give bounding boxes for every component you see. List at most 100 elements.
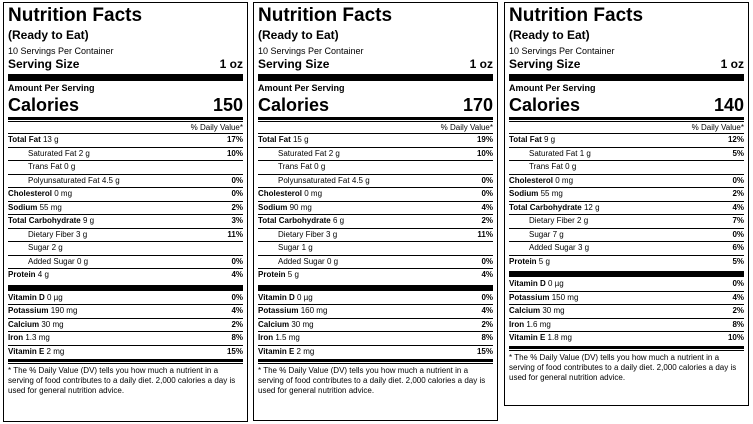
- divider-medium: [8, 117, 243, 120]
- nutrient-amount: 0 mg: [555, 175, 574, 185]
- nutrient-name: Trans Fat: [529, 162, 563, 171]
- vitamin-daily-value: 4%: [481, 306, 493, 315]
- label-subtitle: (Ready to Eat): [509, 28, 590, 42]
- nutrient-name: Dietary Fiber: [278, 229, 324, 239]
- nutrient-amount: 5 g: [538, 256, 550, 266]
- nutrient-amount: 2 g: [78, 148, 90, 158]
- vitamin-name-cell: Potassium 190 mg: [8, 305, 77, 318]
- nutrient-row: Dietary Fiber 3 g 11%: [8, 227, 243, 242]
- nutrient-amount: 4.5 g: [351, 175, 370, 185]
- vitamin-name-cell: Vitamin E 2 mg: [8, 346, 64, 359]
- divider-medium: [258, 117, 493, 120]
- vitamin-name-cell: Calcium 30 mg: [509, 305, 565, 318]
- vitamin-name-cell: Iron 1.3 mg: [8, 332, 50, 345]
- vitamin-amount: 30 mg: [41, 319, 64, 329]
- nutrient-row: Polyunsaturated Fat 4.5 g 0%: [8, 173, 243, 188]
- vitamin-row: Potassium 190 mg 4%: [8, 304, 243, 318]
- vitamin-name-cell: Vitamin E 1.8 mg: [509, 332, 572, 345]
- vitamin-name-cell: Vitamin E 2 mg: [258, 346, 314, 359]
- nutrient-row: Cholesterol 0 mg 0%: [8, 187, 243, 201]
- vitamin-row: Iron 1.5 mg 8%: [258, 331, 493, 345]
- vitamin-amount: 1.5 mg: [275, 333, 300, 342]
- nutrient-amount: 6 g: [332, 216, 345, 225]
- vitamin-name: Iron: [258, 333, 274, 342]
- vitamin-name: Vitamin D: [8, 292, 45, 302]
- serving-size-value: 1 oz: [469, 57, 493, 71]
- nutrient-amount: 0 g: [565, 162, 577, 171]
- vitamin-daily-value: 4%: [231, 306, 243, 315]
- nutrient-name: Total Fat: [509, 135, 542, 144]
- vitamin-amount: 1.6 mg: [526, 319, 551, 329]
- vitamin-row: Potassium 160 mg 4%: [258, 304, 493, 318]
- nutrient-daily-value: 0%: [231, 256, 243, 266]
- nutrient-name: Trans Fat: [28, 162, 62, 171]
- vitamin-row: Potassium 150 mg 4%: [509, 290, 744, 305]
- nutrient-amount: 3 g: [577, 243, 590, 252]
- nutrient-name-cell: Saturated Fat 1 g: [529, 148, 591, 161]
- vitamin-amount: 2 mg: [296, 346, 315, 356]
- nutrient-amount: 2 g: [51, 243, 63, 252]
- nutrient-name-cell: Added Sugar 3 g: [529, 242, 589, 255]
- nutrient-daily-value: 0%: [732, 229, 744, 239]
- nutrient-name: Cholesterol: [509, 175, 554, 185]
- nutrient-name: Sugar: [529, 229, 551, 239]
- vitamin-name: Calcium: [258, 319, 290, 329]
- divider-thick: [258, 74, 493, 81]
- vitamin-name-cell: Potassium 160 mg: [258, 305, 327, 318]
- nutrient-amount: 90 mg: [289, 202, 312, 212]
- nutrient-daily-value: 11%: [477, 229, 493, 239]
- nutrient-row: Protein 5 g 4%: [258, 268, 493, 282]
- serving-size-row: Serving Size 1 oz: [258, 57, 493, 72]
- nutrient-row: Saturated Fat 2 g 10%: [8, 146, 243, 161]
- label-title: Nutrition Facts: [258, 5, 393, 26]
- vitamin-row: Vitamin D 0 µg 0%: [509, 278, 744, 291]
- nutrient-name-cell: Sugar 1 g: [278, 242, 313, 255]
- nutrient-row: Protein 5 g 5%: [509, 254, 744, 269]
- nutrient-name-cell: Total Carbohydrate 12 g: [509, 202, 600, 215]
- nutrient-daily-value: 4%: [231, 270, 243, 279]
- nutrient-name: Sugar: [28, 243, 50, 252]
- daily-value-header: % Daily Value*: [258, 121, 493, 133]
- nutrient-row: Added Sugar 0 g 0%: [258, 254, 493, 269]
- nutrient-daily-value: 6%: [732, 243, 744, 252]
- vitamin-name: Potassium: [8, 306, 49, 315]
- calories-value: 150: [212, 95, 243, 115]
- calories-row: Calories 170: [258, 94, 493, 116]
- vitamin-daily-value: 4%: [732, 292, 744, 302]
- vitamin-row: Vitamin D 0 µg 0%: [258, 292, 493, 305]
- vitamin-name: Calcium: [509, 306, 541, 315]
- vitamin-name-cell: Vitamin D 0 µg: [509, 278, 564, 291]
- nutrient-amount: 2 g: [328, 148, 340, 158]
- nutrition-label: Nutrition Facts (Ready to Eat) 10 Servings…: [253, 2, 498, 421]
- nutrient-name: Polyunsaturated Fat: [278, 175, 350, 185]
- vitamin-row: Vitamin E 2 mg 15%: [258, 344, 493, 359]
- vitamin-name: Vitamin E: [509, 333, 546, 342]
- nutrient-name: Total Carbohydrate: [509, 202, 582, 212]
- nutrient-name: Polyunsaturated Fat: [28, 175, 100, 185]
- nutrient-daily-value: 2%: [231, 202, 243, 212]
- divider-medium: [8, 359, 243, 362]
- nutrient-row: Sugar 7 g 0%: [509, 227, 744, 242]
- nutrient-name-cell: Sugar 7 g: [529, 229, 564, 242]
- nutrient-name-cell: Sodium 90 mg: [258, 202, 312, 215]
- nutrient-daily-value: 12%: [727, 135, 744, 144]
- vitamin-row: Vitamin D 0 µg 0%: [8, 292, 243, 305]
- calories-label: Calories: [509, 95, 581, 115]
- nutrient-amount: 0 mg: [54, 189, 73, 198]
- nutrient-row: Added Sugar 0 g 0%: [8, 254, 243, 269]
- nutrient-name-cell: Dietary Fiber 3 g: [28, 229, 87, 242]
- nutrient-name-cell: Cholesterol 0 mg: [8, 188, 72, 201]
- nutrient-daily-value: 10%: [476, 148, 493, 158]
- serving-size-label: Serving Size: [509, 57, 581, 71]
- nutrient-daily-value: 0%: [481, 175, 493, 185]
- nutrient-amount: 55 mg: [540, 189, 563, 198]
- serving-size-row: Serving Size 1 oz: [509, 57, 744, 72]
- nutrient-row: Total Fat 9 g 12%: [509, 133, 744, 147]
- nutrient-amount: 13 g: [42, 135, 59, 144]
- divider-medium: [509, 117, 744, 120]
- label-title: Nutrition Facts: [8, 5, 143, 26]
- nutrient-amount: 3 g: [76, 229, 88, 239]
- nutrient-amount: 15 g: [292, 135, 309, 144]
- vitamin-row: Vitamin E 2 mg 15%: [8, 344, 243, 359]
- nutrient-amount: 0 g: [326, 256, 339, 266]
